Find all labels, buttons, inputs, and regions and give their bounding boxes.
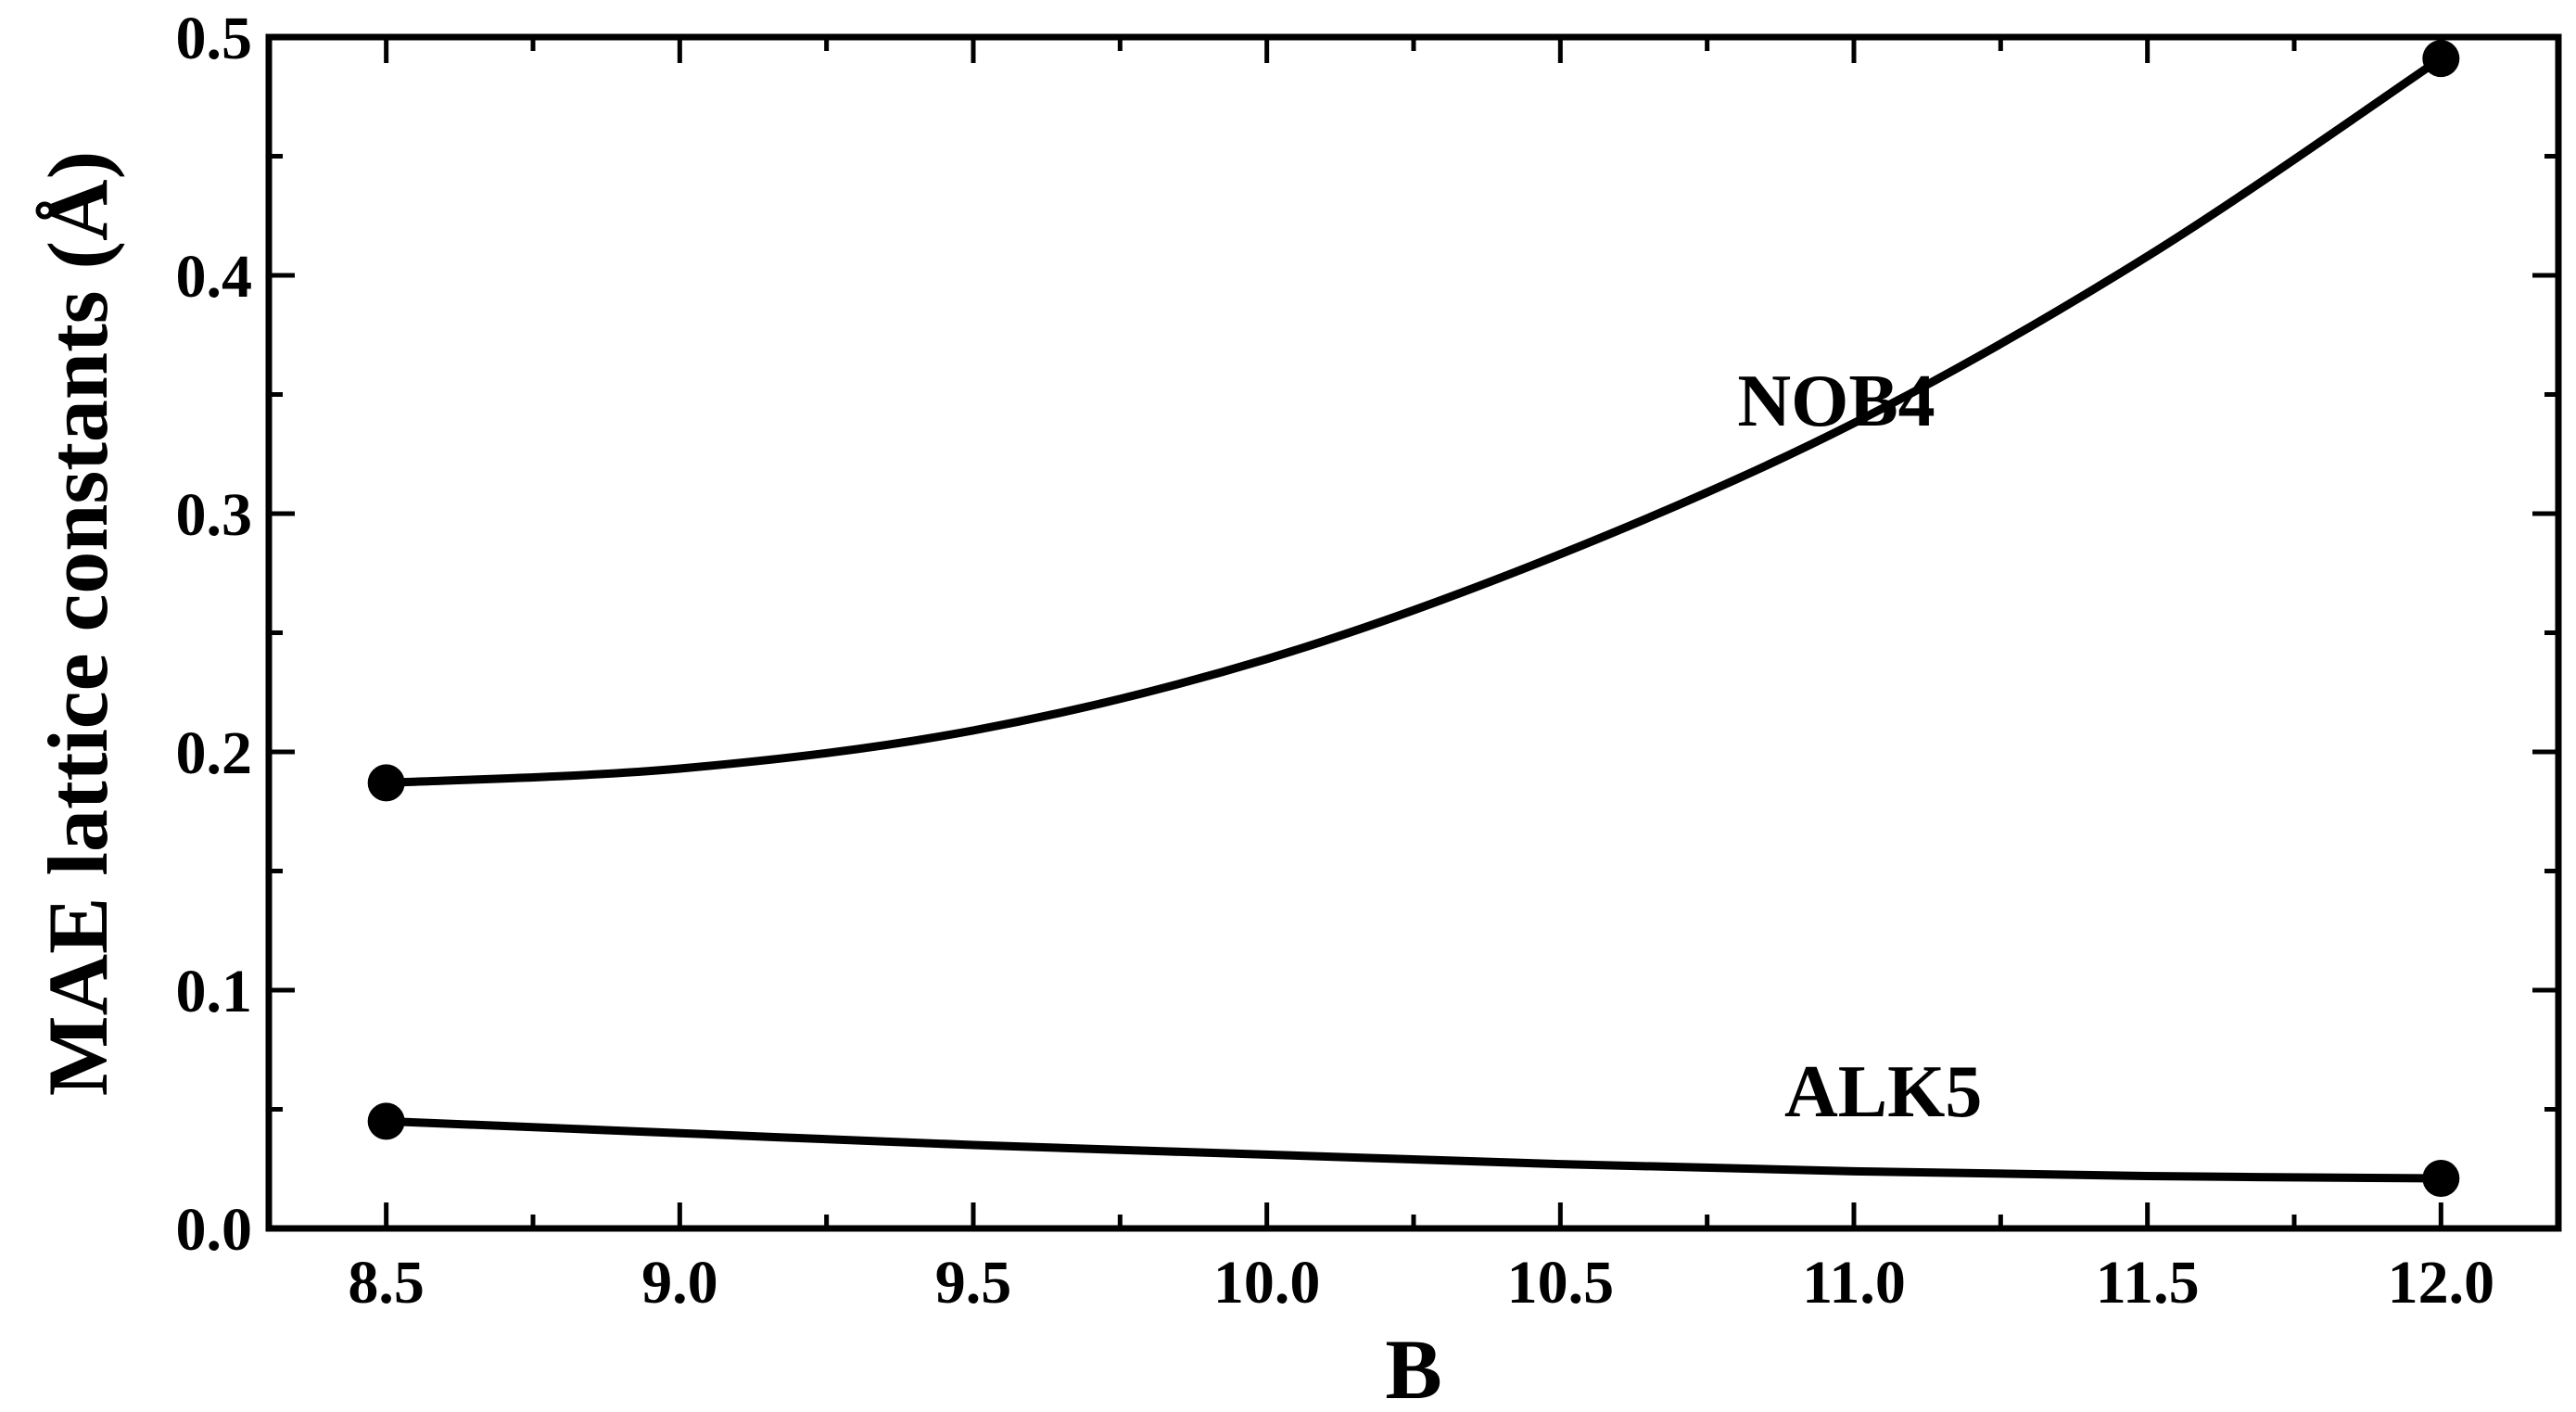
x-tick-label: 8.5 bbox=[348, 1249, 425, 1317]
data-point-alk5 bbox=[367, 1102, 405, 1140]
y-tick-label: 0.4 bbox=[176, 243, 253, 311]
x-tick-label: 9.0 bbox=[641, 1249, 718, 1317]
y-axis-label: MAE lattice constants (Å) bbox=[31, 151, 125, 1096]
series-layer bbox=[367, 40, 2460, 1198]
x-tick-label: 10.0 bbox=[1213, 1249, 1321, 1317]
y-tick-label: 0.1 bbox=[176, 958, 253, 1025]
x-tick-label: 10.5 bbox=[1507, 1249, 1615, 1317]
plot-frame bbox=[265, 33, 2562, 1232]
series-label-alk5: ALK5 bbox=[1784, 1051, 1982, 1133]
y-tick-label: 0.3 bbox=[176, 481, 253, 549]
series-label-nob4: NOB4 bbox=[1737, 361, 1935, 442]
x-tick-label: 12.0 bbox=[2388, 1249, 2495, 1317]
data-point-alk5 bbox=[2422, 1160, 2460, 1198]
series-line-nob4 bbox=[382, 54, 2445, 787]
data-point-nob4 bbox=[2422, 40, 2460, 78]
labels-layer: 8.5 9.0 9.5 10.0 10.5 11.0 11.5 12.0 0.0 0.1 0.2 0.… bbox=[176, 5, 2495, 1317]
x-tick-label: 11.5 bbox=[2096, 1249, 2200, 1317]
x-tick-label: 11.0 bbox=[1802, 1249, 1906, 1317]
x-tick-label: 9.5 bbox=[935, 1249, 1012, 1317]
series-line-alk5 bbox=[382, 1116, 2445, 1183]
y-tick-label: 0.0 bbox=[176, 1196, 253, 1264]
y-tick-label: 0.5 bbox=[176, 5, 253, 72]
y-tick-label: 0.2 bbox=[176, 719, 253, 787]
x-axis-label: B bbox=[1385, 1322, 1441, 1412]
data-point-nob4 bbox=[367, 764, 405, 802]
